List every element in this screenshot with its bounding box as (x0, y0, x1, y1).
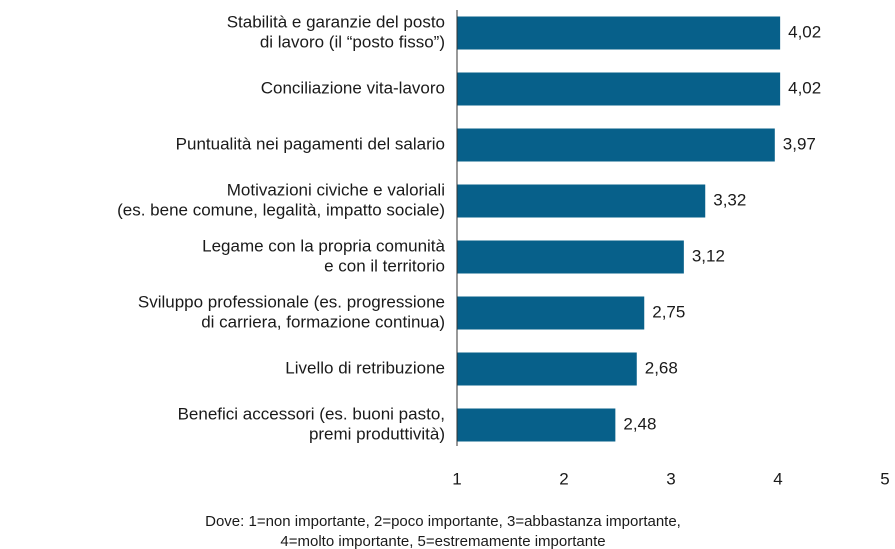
category-label: premi produttività) (309, 424, 445, 443)
category-label: (es. bene comune, legalità, impatto soci… (117, 200, 445, 219)
bar (457, 72, 781, 106)
category-label: Stabilità e garanzie del posto (227, 12, 445, 31)
value-label: 4,02 (788, 78, 821, 97)
category-label: di carriera, formazione continua) (201, 312, 445, 331)
bar (457, 240, 684, 274)
bar (457, 128, 775, 162)
value-label: 2,68 (645, 358, 678, 377)
x-tick-label: 5 (880, 469, 889, 488)
bar (457, 408, 616, 442)
category-label: Motivazioni civiche e valoriali (227, 180, 445, 199)
value-label: 2,75 (652, 302, 685, 321)
bar (457, 184, 706, 218)
bar (457, 352, 637, 386)
category-label: Sviluppo professionale (es. progressione (138, 292, 445, 311)
bar (457, 16, 781, 50)
bar (457, 296, 645, 330)
category-label: Benefici accessori (es. buoni pasto, (178, 404, 445, 423)
category-label: di lavoro (il “posto fisso”) (260, 32, 445, 51)
value-label: 4,02 (788, 22, 821, 41)
note: 4=molto importante, 5=estremamente impor… (280, 533, 605, 549)
value-label: 3,97 (783, 134, 816, 153)
value-label: 2,48 (623, 414, 656, 433)
x-tick-label: 3 (666, 469, 675, 488)
category-label: e con il territorio (324, 256, 445, 275)
category-label: Conciliazione vita-lavoro (261, 78, 445, 97)
x-tick-label: 4 (773, 469, 782, 488)
value-label: 3,12 (692, 246, 725, 265)
category-label: Livello di retribuzione (285, 358, 445, 377)
note: Dove: 1=non importante, 2=poco important… (205, 513, 681, 530)
x-tick-label: 2 (559, 469, 568, 488)
value-label: 3,32 (713, 190, 746, 209)
category-label: Puntualità nei pagamenti del salario (176, 134, 445, 153)
category-label: Legame con la propria comunità (202, 236, 445, 255)
x-tick-label: 1 (452, 469, 461, 488)
